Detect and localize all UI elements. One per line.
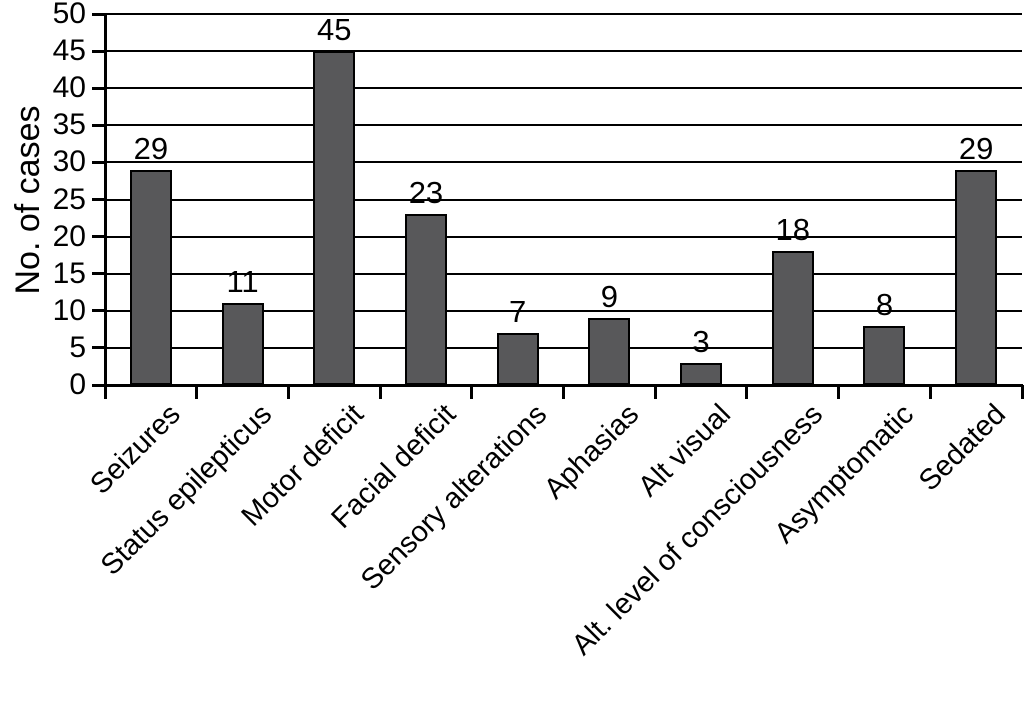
bar-value-label: 3 <box>692 323 710 359</box>
y-tick-label-10: 10 <box>52 293 86 327</box>
bar <box>680 362 723 385</box>
y-tick-45 <box>92 49 105 53</box>
bar-value-label: 18 <box>775 212 810 248</box>
y-tick-label-50: 50 <box>52 0 86 30</box>
gridline-5 <box>105 346 1022 349</box>
bar <box>588 318 631 385</box>
bar-value-label: 23 <box>408 175 444 211</box>
y-tick-25 <box>92 198 105 201</box>
y-tick-30 <box>92 160 105 164</box>
gridline-25 <box>105 198 1022 201</box>
gridline-20 <box>105 235 1022 238</box>
x-tick-3 <box>378 385 382 399</box>
y-tick-label-40: 40 <box>52 71 86 105</box>
y-tick-label-45: 45 <box>52 34 86 68</box>
bar-value-label: 7 <box>509 294 527 330</box>
y-tick-40 <box>92 86 105 90</box>
gridline-35 <box>105 124 1022 127</box>
y-tick-label-0: 0 <box>69 368 86 401</box>
bar <box>404 214 447 385</box>
gridline-30 <box>105 161 1022 164</box>
y-tick-10 <box>92 309 105 313</box>
bar <box>863 325 906 385</box>
bar-value-label: 29 <box>133 130 169 166</box>
gridline-45 <box>105 50 1022 53</box>
x-tick-8 <box>837 385 841 399</box>
gridline-15 <box>105 272 1022 275</box>
x-tick-6 <box>653 385 657 399</box>
x-tick-10 <box>1020 385 1024 399</box>
x-tick-7 <box>745 385 749 399</box>
x-category-label: Status epilepticus <box>95 398 279 582</box>
y-tick-label-15: 15 <box>52 256 86 290</box>
gridline-50 <box>105 13 1022 15</box>
bar-value-label: 9 <box>600 279 618 315</box>
y-tick-label-30: 30 <box>52 145 86 179</box>
bar-value-label: 45 <box>317 12 352 48</box>
x-tick-2 <box>286 385 290 399</box>
gridline-10 <box>105 309 1022 312</box>
x-category-label: Sensory alterations <box>355 398 554 597</box>
bar <box>129 169 172 385</box>
y-tick-label-5: 5 <box>69 330 86 364</box>
y-tick-50 <box>92 12 105 16</box>
x-category-label: Aphasias <box>538 398 646 506</box>
bar-value-label: 11 <box>226 264 259 300</box>
y-tick-35 <box>92 123 105 127</box>
y-tick-20 <box>92 235 105 239</box>
y-tick-label-35: 35 <box>52 108 86 142</box>
bar <box>221 303 264 385</box>
bar-value-label: 29 <box>958 130 994 166</box>
x-tick-9 <box>928 385 932 399</box>
bar <box>496 333 539 385</box>
bar <box>955 169 998 385</box>
x-tick-5 <box>562 385 565 399</box>
x-tick-0 <box>103 385 107 399</box>
y-tick-label-25: 25 <box>52 182 86 216</box>
x-tick-4 <box>470 385 474 399</box>
gridline-40 <box>105 87 1022 90</box>
x-tick-1 <box>195 385 199 399</box>
bar <box>313 51 356 385</box>
bar-value-label: 8 <box>875 286 894 322</box>
y-tick-0 <box>92 383 105 387</box>
x-category-label: Sedated <box>913 398 1013 498</box>
y-tick-label-20: 20 <box>52 219 86 253</box>
y-tick-5 <box>92 346 105 350</box>
y-tick-15 <box>92 272 105 276</box>
bar <box>771 251 814 385</box>
y-axis-line <box>104 13 107 386</box>
